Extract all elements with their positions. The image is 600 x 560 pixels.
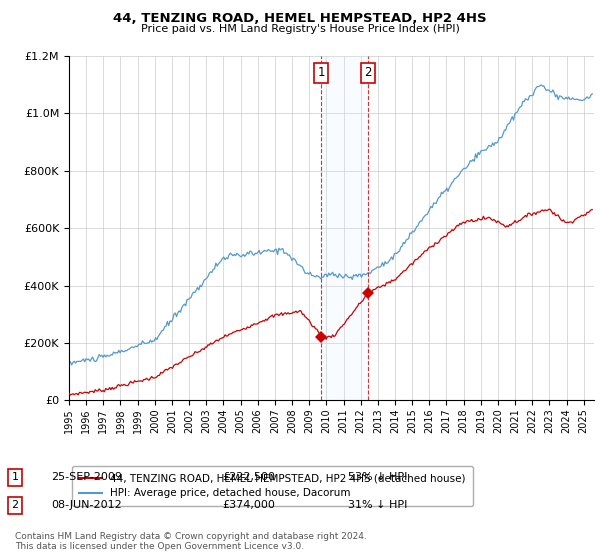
- Text: 25-SEP-2009: 25-SEP-2009: [51, 472, 122, 482]
- Text: £222,500: £222,500: [222, 472, 275, 482]
- Text: Contains HM Land Registry data © Crown copyright and database right 2024.
This d: Contains HM Land Registry data © Crown c…: [15, 532, 367, 552]
- Text: 53% ↓ HPI: 53% ↓ HPI: [348, 472, 407, 482]
- Text: 1: 1: [11, 472, 19, 482]
- Text: 31% ↓ HPI: 31% ↓ HPI: [348, 500, 407, 510]
- Text: £374,000: £374,000: [222, 500, 275, 510]
- Text: 44, TENZING ROAD, HEMEL HEMPSTEAD, HP2 4HS: 44, TENZING ROAD, HEMEL HEMPSTEAD, HP2 4…: [113, 12, 487, 25]
- Text: Price paid vs. HM Land Registry's House Price Index (HPI): Price paid vs. HM Land Registry's House …: [140, 24, 460, 34]
- Bar: [322, 56, 368, 400]
- Text: 2: 2: [364, 66, 371, 80]
- Legend: 44, TENZING ROAD, HEMEL HEMPSTEAD, HP2 4HS (detached house), HPI: Average price,: 44, TENZING ROAD, HEMEL HEMPSTEAD, HP2 4…: [71, 466, 473, 506]
- Text: 2: 2: [11, 500, 19, 510]
- Text: 1: 1: [317, 66, 325, 80]
- Text: 08-JUN-2012: 08-JUN-2012: [51, 500, 122, 510]
